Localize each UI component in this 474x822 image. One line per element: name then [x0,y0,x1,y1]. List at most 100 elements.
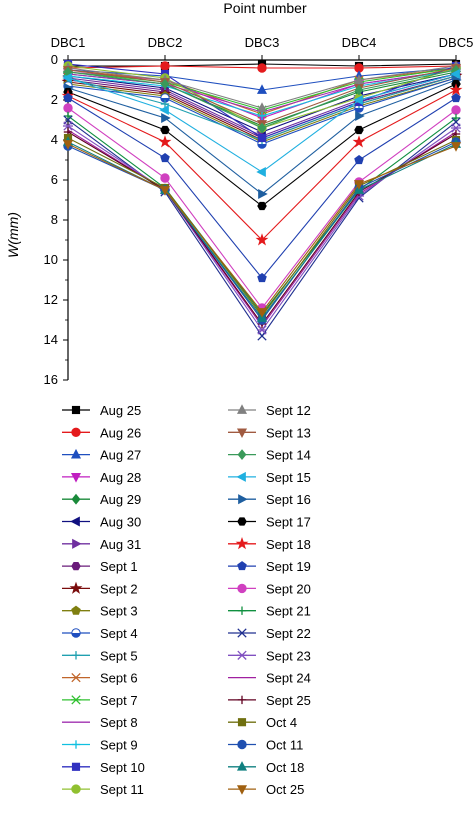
series-sept-14 [63,64,461,134]
x-tick-label: DBC3 [245,35,280,50]
series-aug-26 [63,61,461,73]
legend-item: Oct 18 [228,760,304,775]
legend-item: Sept 14 [228,448,311,463]
legend-label: Sept 19 [266,559,311,574]
series-sept-23 [62,121,462,335]
legend-item: Sept 19 [228,559,311,574]
legend-item: Oct 4 [228,715,297,730]
data-point [62,72,72,84]
axes: DBC1 DBC2 DBC3 DBC4 DBC5 0 2 4 6 8 10 12 14 16 [44,35,474,387]
legend-label: Sept 9 [100,738,138,753]
legend-item: Sept 5 [62,648,138,663]
legend-item: Sept 11 [62,782,144,797]
legend-marker [71,561,81,571]
y-tick-label: 12 [44,292,58,307]
data-point [62,140,74,150]
series-sept-19 [63,92,461,283]
y-axis-title: W(mm) [5,212,21,258]
data-point [160,152,170,163]
data-point [158,135,172,148]
data-point [160,173,170,183]
legend-item: Sept 9 [62,738,138,753]
legend-marker [71,784,81,794]
legend-label: Sept 6 [100,671,138,686]
legend-item: Sept 24 [228,671,311,686]
data-point [255,233,269,246]
legend-item: Aug 29 [62,492,141,507]
legend-label: Sept 15 [266,470,311,485]
data-point [451,105,461,115]
legend-marker [236,428,248,438]
legend-label: Sept 17 [266,515,311,530]
legend-marker [235,537,249,550]
legend-label: Sept 25 [266,693,311,708]
legend-label: Aug 30 [100,515,141,530]
data-point [257,111,267,121]
legend-marker [71,762,81,771]
data-point [62,121,74,131]
legend-marker [69,581,83,594]
legend-marker [237,718,247,727]
legend-label: Aug 31 [100,537,141,552]
legend-item: Aug 31 [62,537,141,552]
legend-item: Aug 30 [62,515,141,530]
data-point [63,103,73,113]
series-sept-18 [61,83,463,246]
data-point [256,102,268,112]
data-point [63,111,73,121]
y-tick-label: 4 [51,132,58,147]
legend-label: Oct 4 [266,715,297,730]
legend-marker [70,473,82,483]
legend-marker [71,405,81,415]
legend-item: Oct 25 [228,782,304,797]
legend-item: Sept 3 [62,604,138,619]
data-point [160,61,170,71]
legend-item: Sept 22 [228,626,311,641]
data-point [160,125,170,135]
legend-label: Sept 23 [266,648,311,663]
series-sept-15 [62,68,460,178]
data-point [354,84,364,96]
series-group [61,59,463,341]
legend-item: Sept 7 [62,693,138,708]
legend-label: Sept 24 [266,671,311,686]
legend-label: Sept 14 [266,448,311,463]
legend-label: Sept 13 [266,425,311,440]
legend-label: Aug 25 [100,403,141,418]
legend-item: Oct 11 [228,738,303,753]
y-tick-label: 8 [51,212,58,227]
data-point [450,123,462,133]
data-point [257,272,267,283]
y-tick-label: 14 [44,332,58,347]
legend-label: Sept 3 [100,604,138,619]
data-point [161,112,171,124]
legend-item: Aug 28 [62,470,141,485]
data-point [160,99,170,109]
legend-item: Sept 13 [228,425,311,440]
legend-marker [236,471,246,482]
legend-marker [236,650,248,660]
series-line [67,125,457,331]
legend-label: Sept 5 [100,648,138,663]
legend-marker [71,651,81,660]
data-point [256,166,266,178]
legend-label: Sept 22 [266,626,311,641]
legend-label: Aug 29 [100,492,141,507]
data-point [63,92,73,103]
legend-marker [71,427,81,437]
legend-label: Aug 28 [100,470,141,485]
legend-item: Sept 6 [62,671,138,686]
legend-marker [70,448,82,459]
legend-marker [71,672,81,683]
legend-label: Oct 25 [266,782,304,797]
legend-item: Sept 25 [228,693,311,708]
legend-item: Sept 23 [228,648,311,663]
legend-marker [71,740,81,749]
legend-item: Sept 15 [228,470,311,485]
legend-label: Sept 7 [100,693,138,708]
legend-marker [71,493,81,505]
legend-item: Sept 21 [228,604,311,619]
y-tick-label: 6 [51,172,58,187]
data-point [354,125,364,135]
